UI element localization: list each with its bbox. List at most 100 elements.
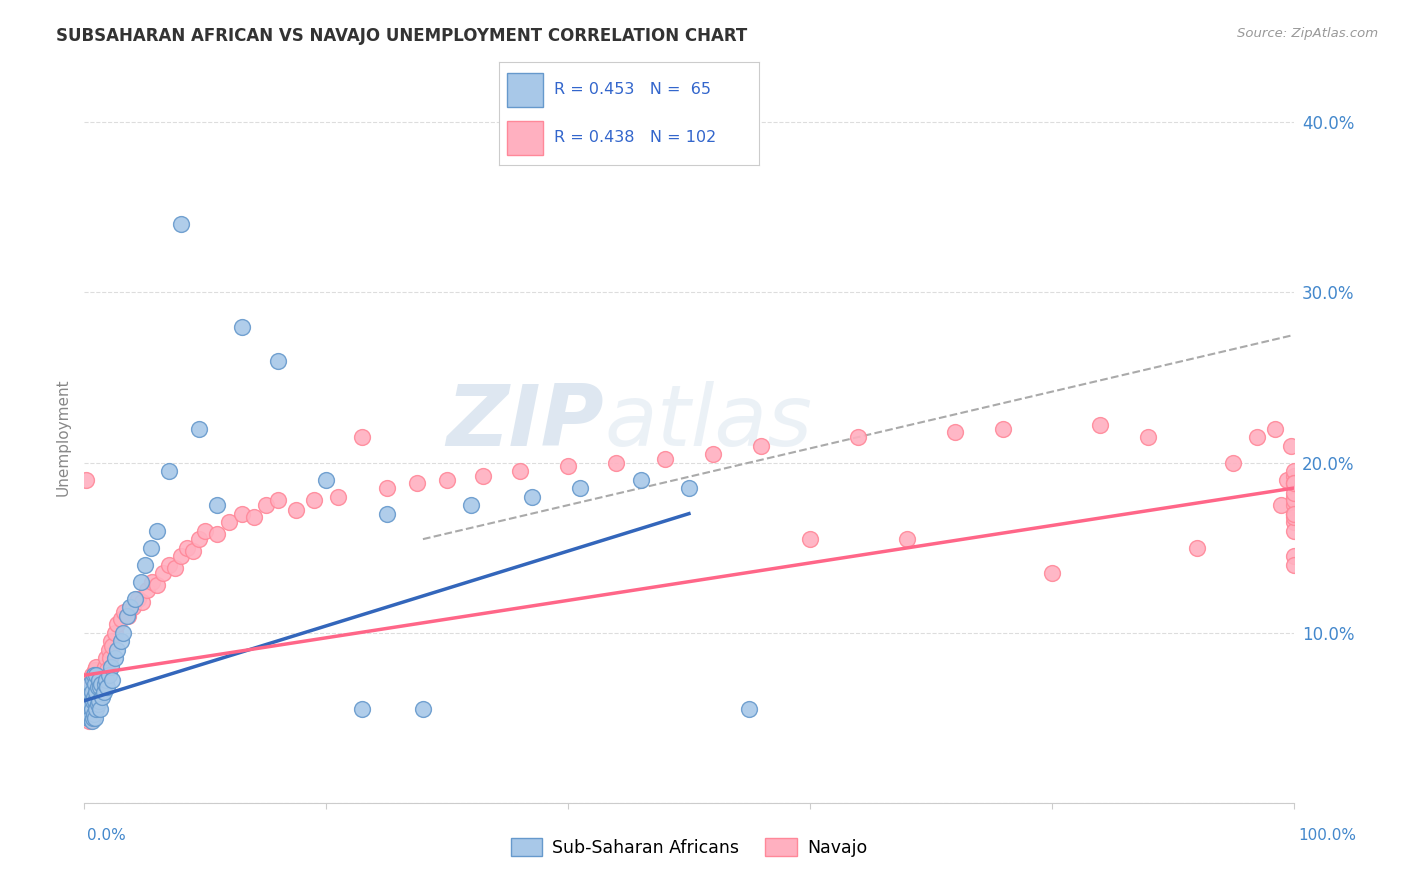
Point <box>82 673 104 688</box>
Point <box>352 702 374 716</box>
FancyBboxPatch shape <box>508 121 543 155</box>
Point <box>751 439 773 453</box>
Point <box>80 702 103 716</box>
Point <box>77 707 100 722</box>
Point <box>91 690 114 705</box>
Point <box>97 668 120 682</box>
Point <box>146 524 169 538</box>
Point <box>139 541 162 555</box>
Text: atlas: atlas <box>605 381 813 464</box>
Point <box>87 680 110 694</box>
Point <box>1282 524 1305 538</box>
Point <box>129 574 152 589</box>
Point <box>80 668 103 682</box>
Point <box>1282 558 1305 572</box>
Point <box>79 711 101 725</box>
Point <box>86 702 108 716</box>
Point <box>86 668 108 682</box>
Point <box>93 663 115 677</box>
Point <box>87 673 110 688</box>
Point <box>80 685 103 699</box>
Point <box>83 690 105 705</box>
Point <box>136 583 159 598</box>
Point <box>654 452 676 467</box>
Point <box>267 353 290 368</box>
Point <box>77 673 100 688</box>
Point <box>124 591 146 606</box>
Point <box>82 673 104 688</box>
Point <box>170 218 193 232</box>
Point <box>1222 456 1244 470</box>
Point <box>1282 515 1305 529</box>
Point <box>93 685 115 699</box>
Point <box>738 702 761 716</box>
Point <box>79 677 101 691</box>
Point <box>302 493 325 508</box>
Point <box>100 634 122 648</box>
Point <box>1282 464 1305 478</box>
Point <box>98 651 121 665</box>
Point <box>1137 430 1160 444</box>
Point <box>117 608 139 623</box>
Point <box>104 651 127 665</box>
Point <box>84 663 107 677</box>
Point <box>194 524 217 538</box>
Point <box>1185 541 1208 555</box>
Point <box>86 659 108 673</box>
Point <box>101 640 124 654</box>
Point <box>1282 475 1305 490</box>
Point <box>94 673 117 688</box>
Point <box>77 694 100 708</box>
Point <box>82 694 104 708</box>
Point <box>188 421 211 435</box>
Point <box>436 473 458 487</box>
Point <box>121 600 143 615</box>
Point <box>77 711 100 725</box>
Point <box>1282 486 1305 500</box>
Point <box>1282 493 1305 508</box>
Point <box>1282 498 1305 512</box>
Point <box>472 469 495 483</box>
Point <box>77 702 100 716</box>
Point <box>1279 439 1302 453</box>
Point <box>1282 469 1305 483</box>
Point <box>76 694 98 708</box>
Point <box>110 634 132 648</box>
Point <box>605 456 627 470</box>
Point <box>1264 421 1286 435</box>
Point <box>1282 507 1305 521</box>
Point <box>1282 549 1305 563</box>
Point <box>231 507 253 521</box>
Point <box>77 680 100 694</box>
Point <box>83 668 105 682</box>
Point <box>630 473 652 487</box>
Point <box>1282 507 1305 521</box>
Point <box>207 527 229 541</box>
Point <box>375 481 398 495</box>
Point <box>105 642 128 657</box>
Point <box>1040 566 1063 581</box>
Point <box>134 558 156 572</box>
Point <box>520 490 543 504</box>
Point <box>94 659 117 673</box>
Point <box>152 566 174 581</box>
Point <box>83 702 105 716</box>
Point <box>115 608 138 623</box>
Text: Source: ZipAtlas.com: Source: ZipAtlas.com <box>1237 27 1378 40</box>
Point <box>157 558 180 572</box>
Point <box>84 711 107 725</box>
Text: ZIP: ZIP <box>447 381 605 464</box>
Point <box>83 707 105 722</box>
Point <box>94 677 117 691</box>
Point <box>86 697 108 711</box>
Point <box>267 493 290 508</box>
Point <box>254 498 277 512</box>
Point <box>509 464 531 478</box>
Point <box>993 421 1015 435</box>
Point <box>846 430 869 444</box>
Point <box>79 677 101 691</box>
Point <box>89 702 111 716</box>
Point <box>157 464 180 478</box>
Point <box>131 595 153 609</box>
Point <box>460 498 482 512</box>
